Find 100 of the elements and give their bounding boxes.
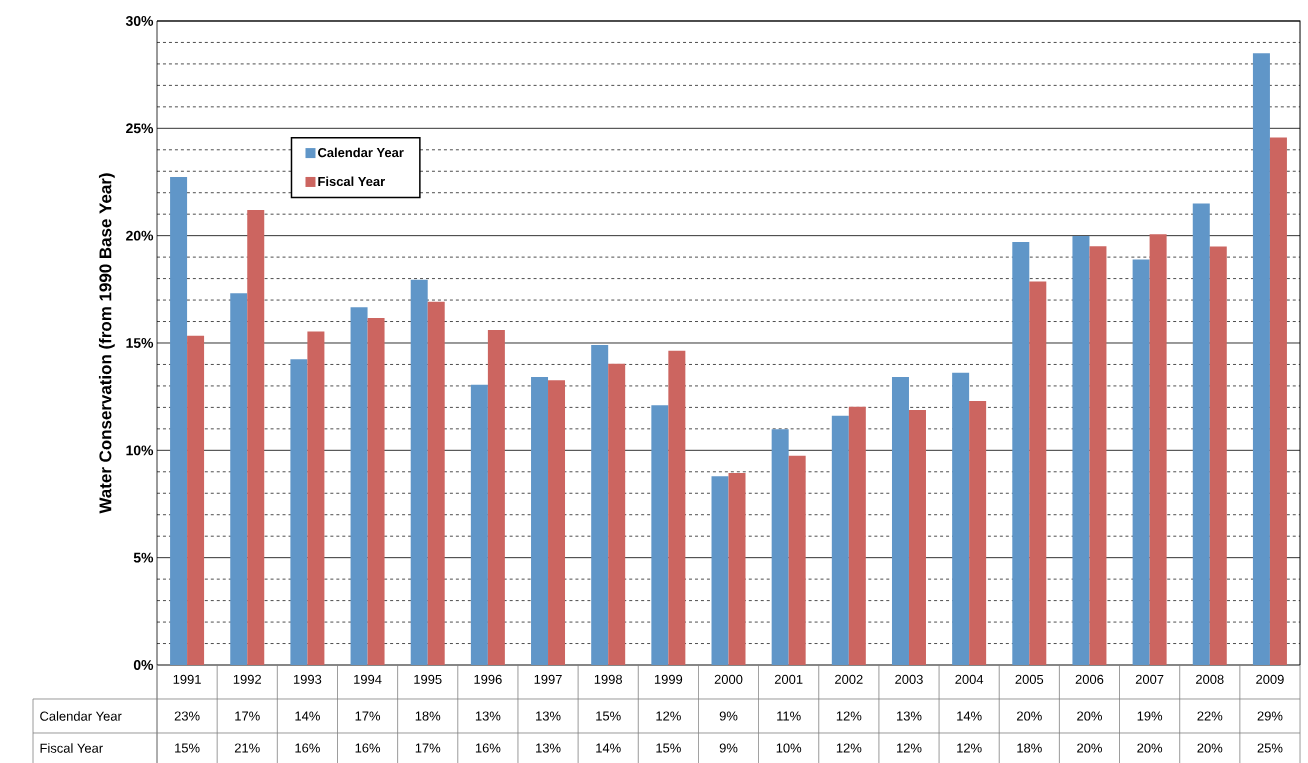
- bar: [367, 318, 385, 665]
- data-label: 14%: [295, 711, 320, 721]
- legend-label: Fiscal Year: [318, 176, 385, 187]
- bar: [651, 405, 669, 665]
- y-tick-label: 25%: [126, 123, 154, 134]
- data-label: 12%: [656, 711, 681, 721]
- data-label: 17%: [235, 711, 260, 721]
- bar: [1089, 246, 1107, 665]
- bar: [711, 476, 729, 665]
- x-tick-label: 2008: [1196, 674, 1224, 684]
- bar: [831, 415, 849, 665]
- data-label: 20%: [1137, 743, 1163, 753]
- data-label: 10%: [776, 743, 802, 753]
- x-tick-label: 2000: [714, 674, 743, 684]
- data-label: 15%: [596, 711, 621, 721]
- bar: [247, 209, 265, 665]
- data-label: 17%: [355, 711, 381, 721]
- data-label: 12%: [897, 743, 922, 753]
- bar: [487, 329, 505, 665]
- x-tick-label: 2007: [1135, 674, 1164, 684]
- text: Fiscal Year: [40, 743, 103, 753]
- bar: [891, 377, 909, 665]
- bar: [548, 380, 566, 665]
- y-tick-label: 10%: [126, 445, 154, 456]
- bar: [470, 384, 488, 665]
- x-tick-label: 2009: [1256, 674, 1284, 684]
- data-label: 19%: [1137, 711, 1163, 721]
- data-label: 14%: [596, 743, 621, 753]
- text: Calendar Year: [40, 711, 122, 721]
- legend-label: Calendar Year: [318, 147, 404, 158]
- bar: [1132, 259, 1150, 665]
- bar: [771, 429, 789, 665]
- data-label: 11%: [777, 711, 801, 721]
- bar: [427, 301, 445, 665]
- bar: [908, 409, 926, 665]
- bar: [230, 293, 248, 665]
- data-label: 13%: [475, 711, 501, 721]
- bar: [1072, 236, 1090, 665]
- data-label: 9%: [719, 743, 738, 753]
- y-tick-label: 15%: [126, 338, 154, 348]
- bar: [1149, 234, 1167, 665]
- y-tick-label: 30%: [125, 16, 154, 26]
- x-tick-label: 2004: [955, 674, 984, 684]
- data-label: 15%: [656, 743, 681, 753]
- y-tick-label: 0%: [133, 660, 154, 670]
- bar: [1029, 281, 1047, 665]
- bar: [728, 473, 746, 665]
- data-label: 29%: [1257, 711, 1283, 721]
- y-axis-title: Water Conservation (from 1990 Base Year): [98, 173, 115, 514]
- x-tick-label: 2005: [1015, 674, 1044, 684]
- x-tick-label: 2003: [895, 674, 923, 684]
- data-label: 15%: [175, 743, 200, 753]
- data-label: 12%: [836, 743, 862, 753]
- bar: [848, 406, 866, 665]
- data-label: 9%: [719, 711, 738, 721]
- bar: [668, 350, 686, 665]
- data-label: 20%: [1017, 711, 1042, 721]
- data-label: 16%: [295, 743, 320, 753]
- bar: [410, 279, 428, 665]
- bar: [969, 400, 987, 665]
- bar: [187, 335, 205, 665]
- data-label: 16%: [475, 743, 501, 753]
- bar: [350, 307, 368, 665]
- bar: [1209, 246, 1227, 665]
- x-tick-label: 1994: [354, 674, 382, 684]
- data-label: 18%: [1017, 743, 1042, 753]
- data-label: 20%: [1197, 743, 1223, 753]
- data-label: 18%: [415, 711, 441, 721]
- bar: [591, 344, 609, 665]
- x-tick-label: 1999: [654, 674, 683, 684]
- x-tick-label: 1997: [534, 674, 562, 684]
- bar: [290, 359, 308, 665]
- bar: [952, 372, 970, 665]
- data-label: 14%: [957, 711, 982, 721]
- data-label: 23%: [174, 711, 200, 721]
- bar: [1269, 137, 1287, 665]
- bar: [307, 331, 325, 665]
- x-tick-label: 2002: [835, 674, 863, 684]
- x-tick-label: 1995: [414, 674, 442, 684]
- x-tick-label: 1992: [233, 674, 261, 684]
- data-label: 22%: [1197, 711, 1223, 721]
- bar: [170, 177, 188, 665]
- data-label: 25%: [1257, 743, 1283, 753]
- x-tick-label: 1993: [293, 674, 322, 684]
- data-label: 13%: [536, 743, 561, 753]
- bar: [788, 455, 806, 665]
- bar: [1192, 203, 1210, 665]
- data-label: 20%: [1077, 711, 1102, 721]
- data-label: 21%: [234, 743, 260, 753]
- y-tick-label: 5%: [133, 552, 154, 563]
- bar: [531, 377, 549, 665]
- data-label: 12%: [957, 743, 982, 753]
- data-label: 16%: [355, 743, 381, 753]
- data-label: 13%: [536, 711, 561, 721]
- x-tick-label: 1991: [173, 674, 201, 684]
- x-tick-label: 1996: [474, 674, 502, 684]
- data-label: 13%: [897, 711, 922, 721]
- bar: [1252, 53, 1270, 665]
- y-tick-label: 20%: [126, 230, 154, 241]
- x-tick-label: 2001: [774, 674, 803, 684]
